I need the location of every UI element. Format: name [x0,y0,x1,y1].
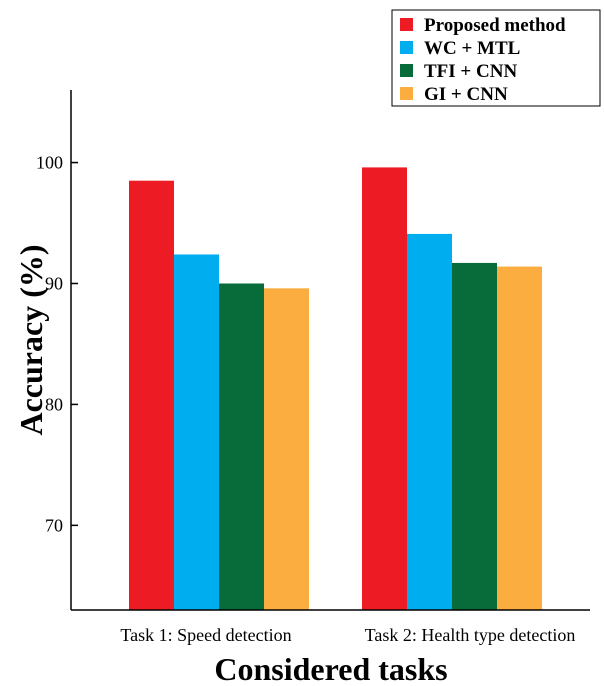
legend-swatch [400,18,413,31]
bar-tfi-cnn-task-2 [452,262,497,610]
bar-proposed-method-task-1 [129,180,174,610]
x-axis-title: Considered tasks [214,651,447,686]
bar-tfi-cnn-task-1 [219,283,264,610]
x-category-label: Task 1: Speed detection [120,625,291,645]
y-tick-label: 100 [36,153,63,173]
y-tick-label: 80 [45,394,63,414]
legend-label: GI + CNN [424,84,508,105]
x-category-label: Task 2: Health type detection [365,625,576,645]
bar-wc-mtl-task-1 [174,254,219,610]
legend-label: Proposed method [424,15,566,36]
y-tick-label: 90 [45,273,63,293]
bar-proposed-method-task-2 [362,167,407,610]
y-axis-title: Accuracy (%) [13,244,49,435]
axes-group [70,90,590,611]
bar-wc-mtl-task-2 [407,233,452,610]
legend-swatch [400,41,413,54]
legend-box [391,9,601,107]
x-category-labels: Task 1: Speed detection Task 2: Health ty… [120,625,575,645]
legend-swatch [400,87,413,100]
bar-gi-cnn-task-2 [497,266,542,610]
y-tick-label: 70 [45,515,63,535]
legend-label: WC + MTL [424,38,520,59]
bar-gi-cnn-task-1 [264,288,309,610]
legend-label: TFI + CNN [424,61,517,82]
y-ticks-group: 70 80 90 100 [36,153,78,535]
legend-swatch [400,64,413,77]
bars-group [129,167,542,610]
